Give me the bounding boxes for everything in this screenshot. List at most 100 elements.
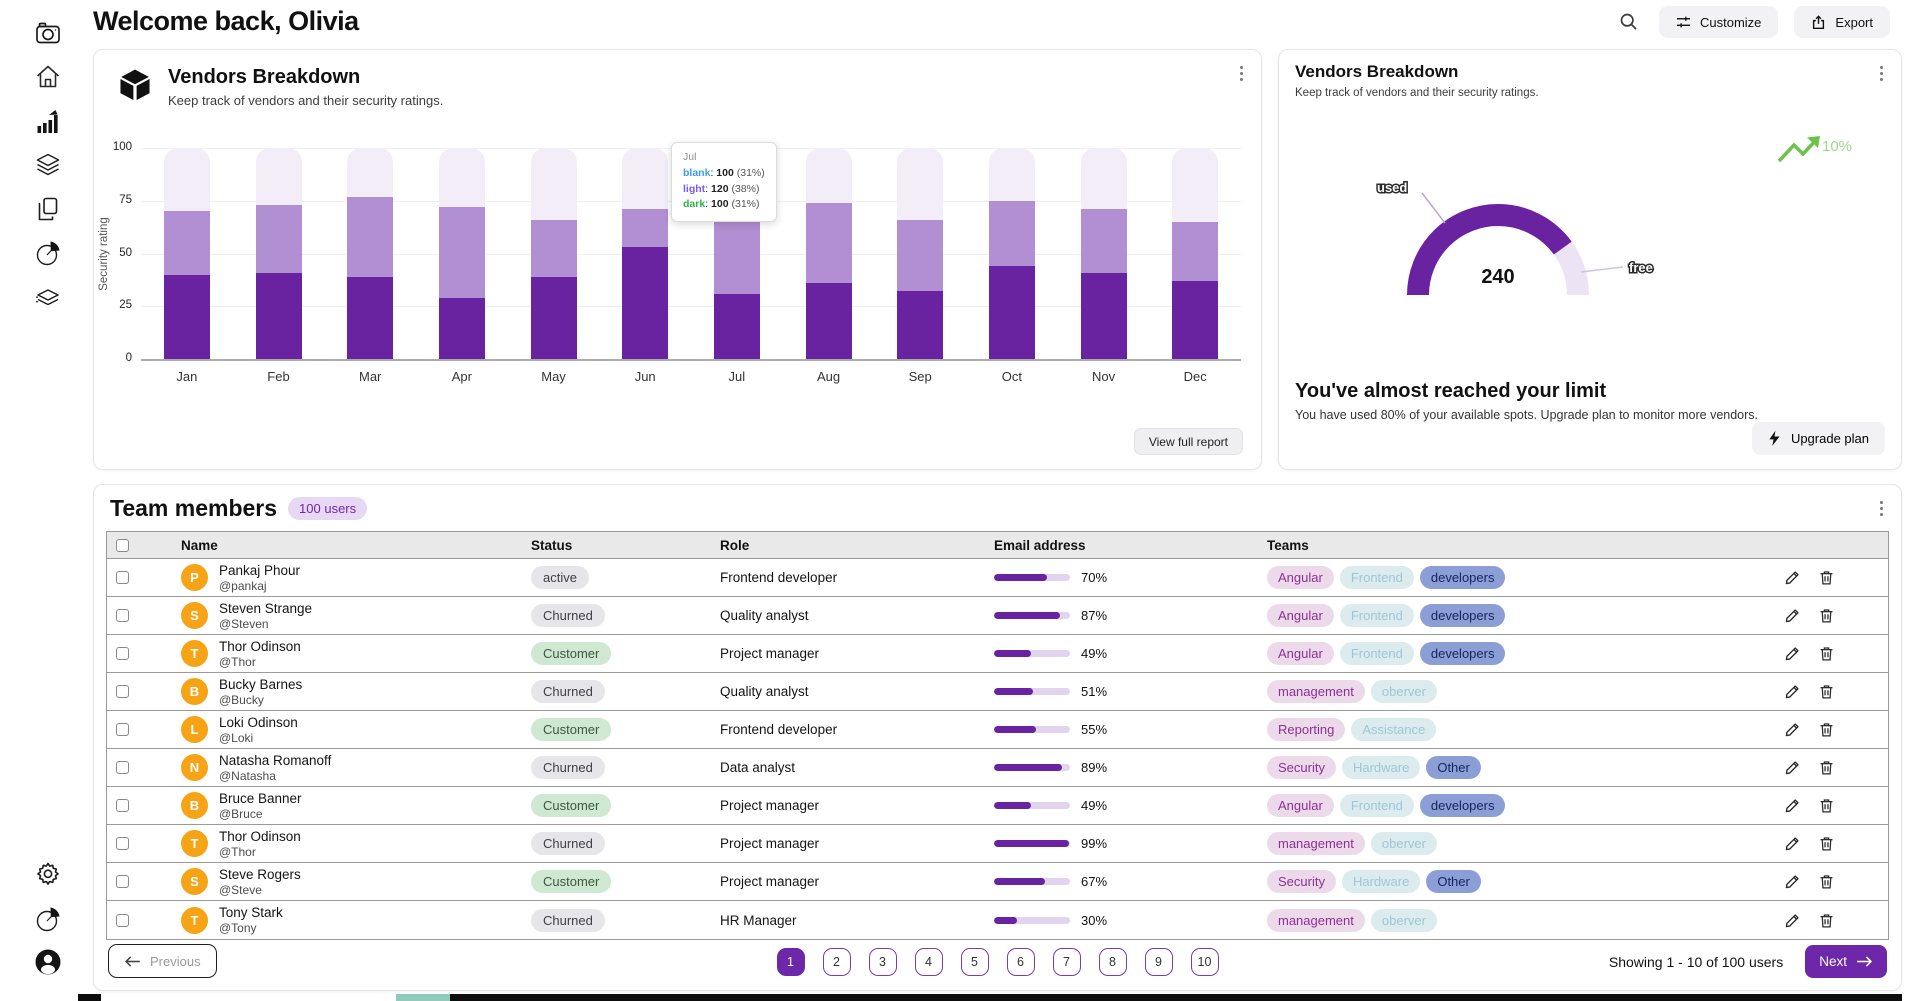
row-checkbox[interactable] xyxy=(116,609,129,622)
row-checkbox[interactable] xyxy=(116,761,129,774)
card-subtitle: Keep track of vendors and their security… xyxy=(168,93,444,108)
row-checkbox[interactable] xyxy=(116,837,129,850)
delete-button[interactable] xyxy=(1816,910,1837,931)
status-badge: Customer xyxy=(531,870,612,893)
page-button[interactable]: 4 xyxy=(914,948,943,976)
settings-gear-icon[interactable] xyxy=(34,860,62,888)
home-icon[interactable] xyxy=(34,63,62,91)
delete-button[interactable] xyxy=(1816,833,1837,854)
y-axis-tick: 0 xyxy=(125,352,132,364)
gridline xyxy=(141,253,1241,255)
team-tag: Frontend xyxy=(1339,794,1414,817)
delete-button[interactable] xyxy=(1816,643,1837,664)
page-button[interactable]: 7 xyxy=(1052,948,1081,976)
lightning-icon xyxy=(1768,430,1781,447)
edit-button[interactable] xyxy=(1782,719,1803,740)
progress-bar xyxy=(994,764,1070,771)
x-axis-labels: Jan Feb Mar Apr May Jun Jul Aug Sep Oct Nov Dec xyxy=(141,369,1241,384)
row-checkbox[interactable] xyxy=(116,875,129,888)
page-button[interactable]: 3 xyxy=(868,948,897,976)
edit-button[interactable] xyxy=(1782,910,1803,931)
team-members-card: Team members 100 users Name Status Role … xyxy=(93,484,1902,991)
gauge-free-label: free xyxy=(1629,260,1653,275)
upgrade-plan-button[interactable]: Upgrade plan xyxy=(1751,422,1885,455)
camera-icon[interactable] xyxy=(34,20,62,48)
bar-chart-icon[interactable] xyxy=(34,108,62,136)
page-button[interactable]: 8 xyxy=(1098,948,1127,976)
bar-segment-dark xyxy=(988,266,1035,359)
role-label: Frontend developer xyxy=(720,570,838,585)
status-badge: Churned xyxy=(531,680,605,703)
edit-button[interactable] xyxy=(1782,795,1803,816)
row-checkbox[interactable] xyxy=(116,685,129,698)
edit-button[interactable] xyxy=(1782,833,1803,854)
edit-button[interactable] xyxy=(1782,643,1803,664)
delete-button[interactable] xyxy=(1816,757,1837,778)
copy-icon[interactable] xyxy=(34,195,62,223)
user-account-icon[interactable] xyxy=(34,948,62,976)
card-menu-button[interactable] xyxy=(1876,62,1887,85)
team-tag: management xyxy=(1267,680,1365,703)
x-axis-label: Jul xyxy=(728,369,746,384)
arrow-right-icon xyxy=(1856,956,1873,967)
stacked-bar xyxy=(988,148,1035,359)
page-button[interactable]: 5 xyxy=(960,948,989,976)
row-checkbox[interactable] xyxy=(116,571,129,584)
layers-icon[interactable] xyxy=(34,151,62,179)
team-members-table: Name Status Role Email address Teams P Pa… xyxy=(106,531,1889,940)
row-checkbox[interactable] xyxy=(116,723,129,736)
bar-segment-dark xyxy=(897,291,944,359)
delete-button[interactable] xyxy=(1816,719,1837,740)
page-button[interactable]: 6 xyxy=(1006,948,1035,976)
trend-value: 10% xyxy=(1822,138,1852,155)
edit-button[interactable] xyxy=(1782,567,1803,588)
delete-button[interactable] xyxy=(1816,871,1837,892)
x-axis-label: Apr xyxy=(451,369,472,384)
view-full-report-button[interactable]: View full report xyxy=(1133,428,1243,455)
status-badge: Customer xyxy=(531,642,612,665)
team-tag: management xyxy=(1267,832,1365,855)
delete-button[interactable] xyxy=(1816,681,1837,702)
export-button[interactable]: Export xyxy=(1794,6,1890,38)
role-label: Project manager xyxy=(720,836,820,851)
x-axis-label: Jan xyxy=(176,369,198,384)
status-badge: Churned xyxy=(531,908,605,932)
role-label: Quality analyst xyxy=(720,608,809,623)
page-button[interactable]: 9 xyxy=(1144,948,1173,976)
team-tag: developers xyxy=(1419,604,1506,627)
y-axis-tick: 75 xyxy=(119,193,132,206)
sidebar xyxy=(0,0,78,1001)
progress-label: 55% xyxy=(1081,722,1108,737)
delete-button[interactable] xyxy=(1816,795,1837,816)
edit-button[interactable] xyxy=(1782,871,1803,892)
select-all-checkbox[interactable] xyxy=(116,538,129,552)
delete-button[interactable] xyxy=(1816,567,1837,588)
pie-chart-icon[interactable] xyxy=(34,905,62,933)
avatar: S xyxy=(181,868,208,895)
card-menu-button[interactable] xyxy=(1236,62,1247,85)
page-button[interactable]: 2 xyxy=(822,948,851,976)
row-checkbox[interactable] xyxy=(116,913,129,927)
progress-label: 89% xyxy=(1081,760,1108,775)
customize-button[interactable]: Customize xyxy=(1659,6,1779,38)
progress-label: 49% xyxy=(1081,646,1108,661)
delete-button[interactable] xyxy=(1816,605,1837,626)
previous-page-button[interactable]: Previous xyxy=(108,944,217,978)
page-button[interactable]: 1 xyxy=(776,948,805,976)
pie-chart-icon[interactable] xyxy=(34,239,62,267)
x-axis-label: Dec xyxy=(1183,369,1207,384)
row-checkbox[interactable] xyxy=(116,799,129,812)
page-button[interactable]: 10 xyxy=(1190,948,1219,976)
user-handle: @Steven xyxy=(219,616,269,631)
edit-button[interactable] xyxy=(1782,757,1803,778)
search-button[interactable] xyxy=(1619,12,1639,32)
layers-alt-icon[interactable] xyxy=(34,284,62,312)
card-menu-button[interactable] xyxy=(1876,497,1887,520)
next-page-button[interactable]: Next xyxy=(1805,945,1887,978)
edit-button[interactable] xyxy=(1782,681,1803,702)
edit-button[interactable] xyxy=(1782,605,1803,626)
row-checkbox[interactable] xyxy=(116,647,129,660)
table-row: P Pankaj Phour @pankaj active Frontend devel… xyxy=(107,559,1888,597)
bar-segment-dark xyxy=(1172,280,1219,359)
status-badge: Churned xyxy=(531,756,605,779)
